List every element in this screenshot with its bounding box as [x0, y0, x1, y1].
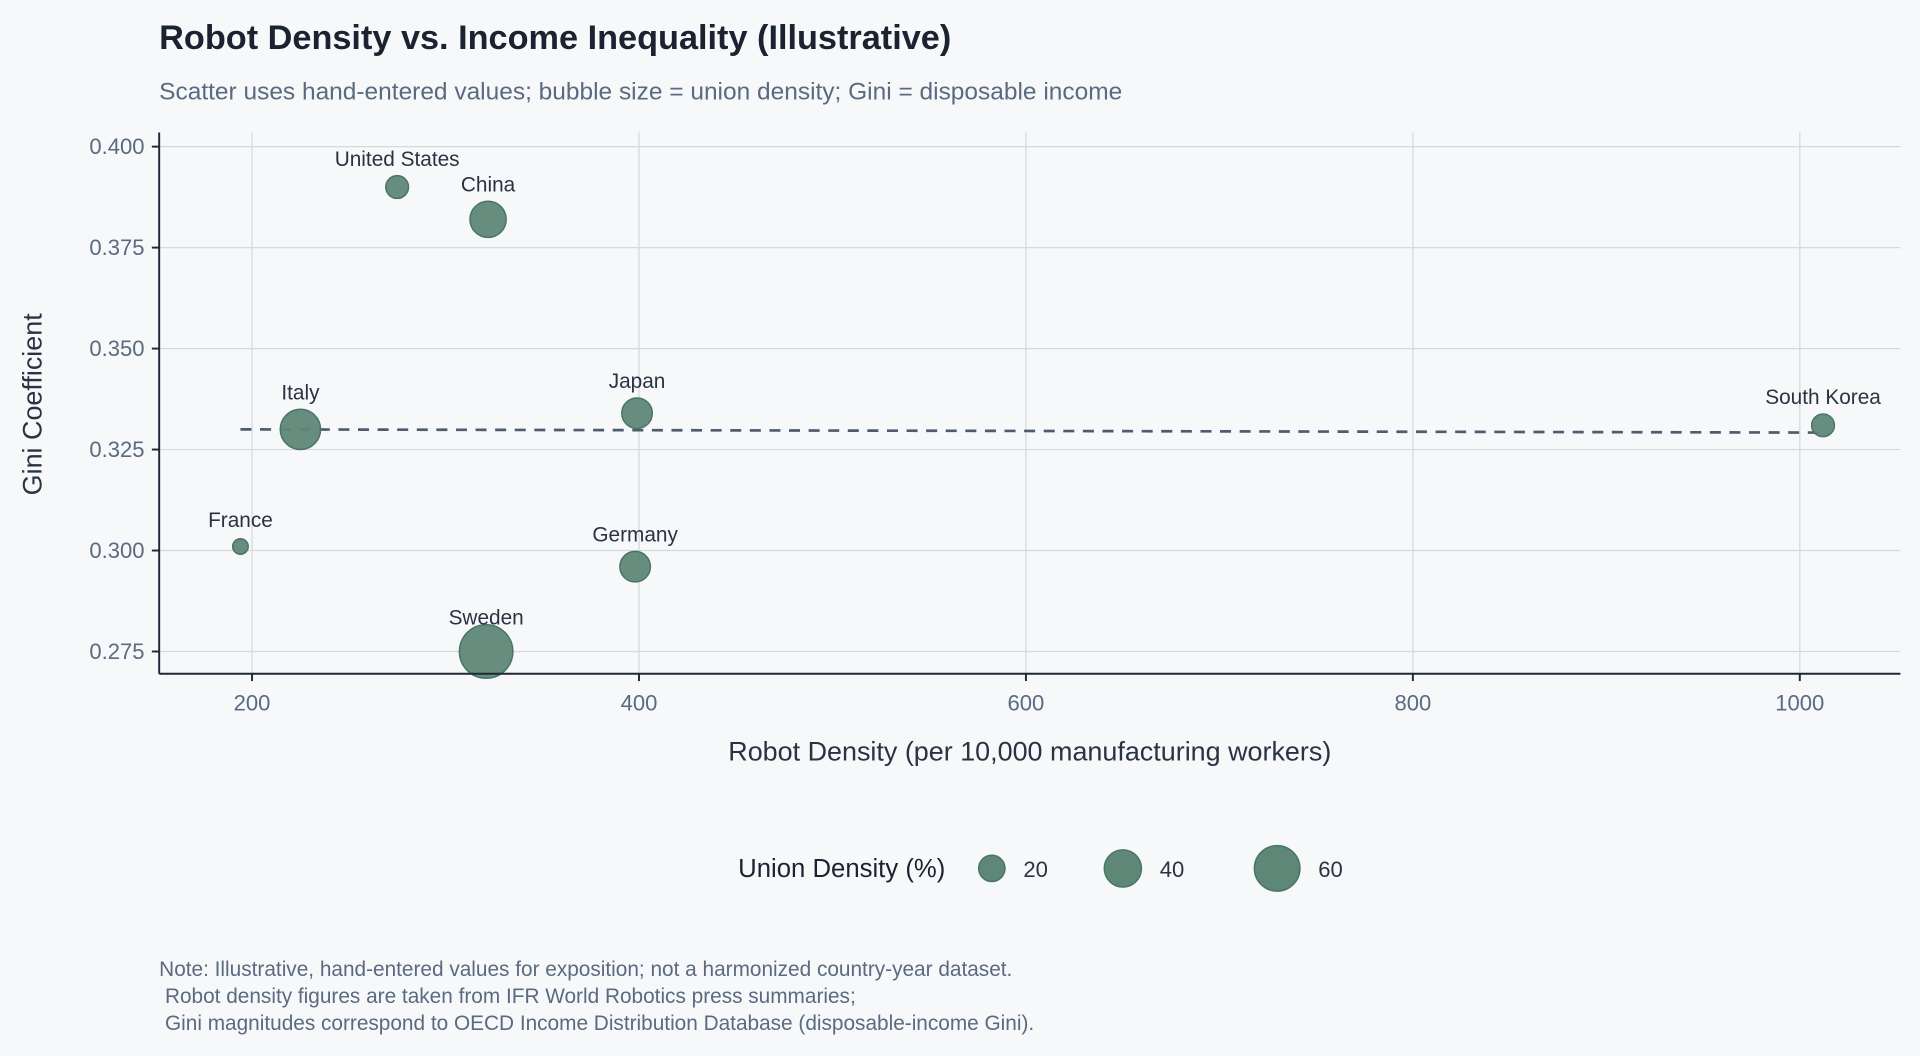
- bubble-sweden: [458, 623, 514, 680]
- bubble-china: [469, 200, 507, 239]
- gridlines: [159, 132, 1901, 674]
- x-tick-label: 1000: [1775, 690, 1824, 715]
- trend-line: [240, 428, 1824, 434]
- note: Note: Illustrative, hand-entered values …: [159, 958, 1034, 1035]
- y-tick-label: 0.375: [89, 235, 144, 260]
- x-tick-label: 800: [1394, 690, 1431, 715]
- legend-bubble: [977, 854, 1006, 883]
- legend-bubble: [1253, 844, 1301, 892]
- note-line-1: Note: Illustrative, hand-entered values …: [159, 958, 1012, 981]
- note-line-3: Gini magnitudes correspond to OECD Incom…: [159, 1012, 1034, 1035]
- legend: Union Density (%) 20 40 60: [738, 844, 1343, 892]
- bubble-united-states: [385, 174, 410, 200]
- legend-label: 40: [1160, 857, 1185, 882]
- bubble-italy: [279, 408, 322, 451]
- ticks: 200 400 600 800 1000 0.275 0.300 0.325 0.350 0.37…: [89, 134, 1824, 715]
- y-tick-label: 0.350: [89, 336, 144, 361]
- legend-bubble: [1103, 849, 1143, 888]
- y-axis-title: Gini Coefficient: [18, 313, 48, 496]
- bubble-south-korea: [1810, 413, 1836, 438]
- point-label: South Korea: [1765, 386, 1881, 409]
- legend-label: 60: [1318, 857, 1343, 882]
- point-label: Japan: [609, 370, 666, 393]
- point-label: Sweden: [449, 607, 524, 630]
- y-tick-label: 0.325: [89, 437, 144, 462]
- point-label: United States: [335, 148, 460, 171]
- x-axis-title: Robot Density (per 10,000 manufacturing …: [728, 737, 1331, 767]
- bubble-france: [231, 537, 249, 555]
- legend-label: 20: [1023, 857, 1048, 882]
- chart-subtitle: Scatter uses hand-entered values; bubble…: [159, 78, 1122, 105]
- point-label: France: [208, 509, 273, 532]
- y-tick-label: 0.275: [89, 639, 144, 664]
- y-tick-label: 0.300: [89, 538, 144, 563]
- point-label: Italy: [281, 381, 320, 404]
- x-tick-label: 400: [621, 690, 658, 715]
- x-tick-label: 200: [234, 690, 271, 715]
- trend-line-group: [240, 428, 1824, 434]
- point-label: China: [461, 173, 516, 196]
- bubble-japan: [621, 397, 654, 430]
- point-label: Germany: [592, 524, 678, 547]
- bubble-germany: [619, 550, 652, 583]
- y-tick-label: 0.400: [89, 134, 144, 159]
- legend-title: Union Density (%): [738, 855, 945, 883]
- note-line-2: Robot density figures are taken from IFR…: [159, 985, 856, 1008]
- chart-title: Robot Density vs. Income Inequality (Ill…: [159, 19, 951, 57]
- x-tick-label: 600: [1008, 690, 1045, 715]
